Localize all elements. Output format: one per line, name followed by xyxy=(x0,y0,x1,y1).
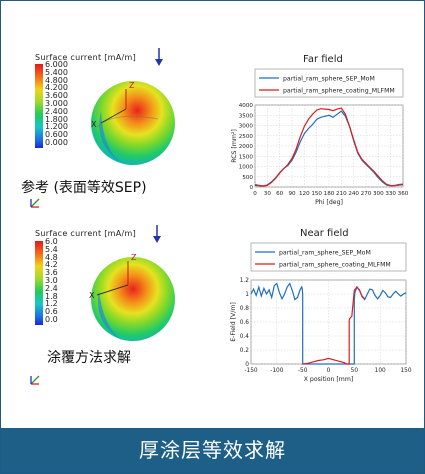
colorbar-top-tick: 2.400 xyxy=(45,106,68,116)
colorbar-top-tick: 1.800 xyxy=(45,114,68,124)
series-line-1 xyxy=(254,107,404,187)
x-tick-label: -100 xyxy=(270,368,283,374)
y-tick-label: 3000 xyxy=(239,124,254,130)
x-tick-label: 100 xyxy=(375,368,386,374)
colorbar-bottom-tick: 4.8 xyxy=(45,252,58,262)
caption-reference: 参考 (表面等效SEP) xyxy=(21,180,147,196)
x-tick-label: 210 xyxy=(336,191,347,197)
footer-banner: 厚涂层等效求解 xyxy=(1,428,424,473)
pointer-icon-bottom xyxy=(153,225,161,243)
caption-coating: 涂覆方法求解 xyxy=(47,350,131,366)
y-tick-label: 1000 xyxy=(239,165,254,171)
chart-title-far-field: Far field xyxy=(303,54,343,65)
colorbar-bottom-tick: 0.6 xyxy=(45,307,58,317)
x-tick-label: 270 xyxy=(361,191,372,197)
colorbar-bottom-tick: 1.8 xyxy=(45,291,58,301)
pointer-icon-top xyxy=(155,48,163,66)
x-tick-label: 180 xyxy=(324,191,335,197)
chart-near-field: partial_ram_sphere_SEP_MoM partial_ram_sp… xyxy=(230,242,412,383)
legend-label-1: partial_ram_sphere_coating_MLFMM xyxy=(283,88,395,95)
y-tick-label: 0.2 xyxy=(240,348,250,354)
y-axis-label: RCS [mm²] xyxy=(231,129,238,163)
axes-triad-icon-bottom xyxy=(30,375,40,385)
legend-box xyxy=(254,68,404,98)
x-tick-label: 330 xyxy=(385,191,396,197)
x-tick-label: -50 xyxy=(298,368,308,374)
y-axis-label: E-Field [V/m] xyxy=(230,302,237,342)
colorbar-bottom-tick: 3.0 xyxy=(45,275,58,285)
y-tick-label: 2500 xyxy=(239,134,254,140)
legend-box xyxy=(250,242,407,272)
x-tick-label: -150 xyxy=(244,368,257,374)
axis-letter-x-top: X xyxy=(91,120,97,129)
colorbar-top-tick: 0.000 xyxy=(45,137,68,147)
y-tick-label: 4000 xyxy=(239,103,254,109)
y-tick-label: 0.4 xyxy=(240,334,250,340)
y-tick-label: 3500 xyxy=(239,113,254,119)
colorbar-bottom-tick: 1.2 xyxy=(45,299,58,309)
chart-title-near-field: Near field xyxy=(300,228,349,239)
axis-letter-z-top: Z xyxy=(129,81,135,90)
x-tick-label: 240 xyxy=(348,191,359,197)
colorbar-top xyxy=(35,64,43,148)
colorbar-title-top: Surface current [mA/m] xyxy=(35,53,137,62)
x-tick-label: 150 xyxy=(311,191,322,197)
legend-label-0: partial_ram_sphere_SEP_MoM xyxy=(279,250,371,257)
colorbar-top-tick: 4.800 xyxy=(45,75,68,85)
colorbar-top-tick: 3.600 xyxy=(45,91,68,101)
colorbar-top-tick: 4.200 xyxy=(45,83,68,93)
colorbar-bottom xyxy=(35,241,43,325)
colorbar-bottom-tick: 0.0 xyxy=(45,314,58,324)
y-tick-label: 1.2 xyxy=(240,278,250,284)
x-tick-label: 120 xyxy=(299,191,310,197)
colorbar-ticks-top: 6.000 5.400 4.800 4.200 3.600 3.000 2.400 1.800… xyxy=(45,61,68,147)
colorbar-top-tick: 3.000 xyxy=(45,98,68,108)
x-tick-label: 0 xyxy=(253,191,257,197)
axis-letter-x-bottom: X xyxy=(89,291,95,300)
x-tick-label: 0 xyxy=(327,368,331,374)
y-tick-label: 1500 xyxy=(239,154,254,160)
colorbar-top-tick: 1.200 xyxy=(45,122,68,132)
y-tick-label: 0.6 xyxy=(240,320,250,326)
x-tick-label: 300 xyxy=(373,191,384,197)
x-tick-label: 360 xyxy=(398,191,409,197)
x-tick-label: 90 xyxy=(288,191,296,197)
legend-label-0: partial_ram_sphere_SEP_MoM xyxy=(283,76,375,83)
x-tick-label: 150 xyxy=(400,368,411,374)
colorbar-bottom-tick: 4.2 xyxy=(45,260,58,270)
colorbar-title-bottom: Surface current [mA/m] xyxy=(35,229,137,238)
axes-triad-icon-top xyxy=(30,198,40,208)
colorbar-bottom-tick: 5.4 xyxy=(45,244,58,254)
y-tick-label: 500 xyxy=(242,175,253,181)
y-tick-label: 0.8 xyxy=(240,306,250,312)
x-tick-label: 60 xyxy=(276,191,284,197)
x-axis-label: Phi [deg] xyxy=(315,199,343,206)
axis-letter-z-bottom: Z xyxy=(131,253,137,262)
colorbar-bottom-tick: 6.0 xyxy=(45,237,58,246)
y-tick-label: 2000 xyxy=(239,144,254,150)
sphere-image-top: Z X xyxy=(91,81,175,165)
x-tick-label: 30 xyxy=(264,191,272,197)
colorbar-ticks-bottom: 6.0 5.4 4.8 4.2 3.6 3.0 2.4 1.8 1.2 0.6 0.0 xyxy=(45,238,58,324)
colorbar-top-tick: 6.000 xyxy=(45,60,68,69)
legend-label-1: partial_ram_sphere_coating_MLFMM xyxy=(279,262,391,269)
colorbar-bottom-tick: 2.4 xyxy=(45,283,58,293)
chart-far-field: partial_ram_sphere_SEP_MoM partial_ram_sp… xyxy=(231,68,409,206)
colorbar-bottom-tick: 3.6 xyxy=(45,268,58,278)
y-tick-label: 0 xyxy=(249,185,253,191)
sphere-image-bottom: Z X xyxy=(89,253,175,341)
series-line-1 xyxy=(302,285,366,365)
y-tick-label: 0 xyxy=(245,362,249,368)
x-tick-label: 50 xyxy=(351,368,359,374)
y-tick-label: 1 xyxy=(245,292,249,298)
colorbar-top-tick: 5.400 xyxy=(45,67,68,77)
x-axis-label: X position [mm] xyxy=(304,376,354,383)
colorbar-top-tick: 0.600 xyxy=(45,130,68,140)
